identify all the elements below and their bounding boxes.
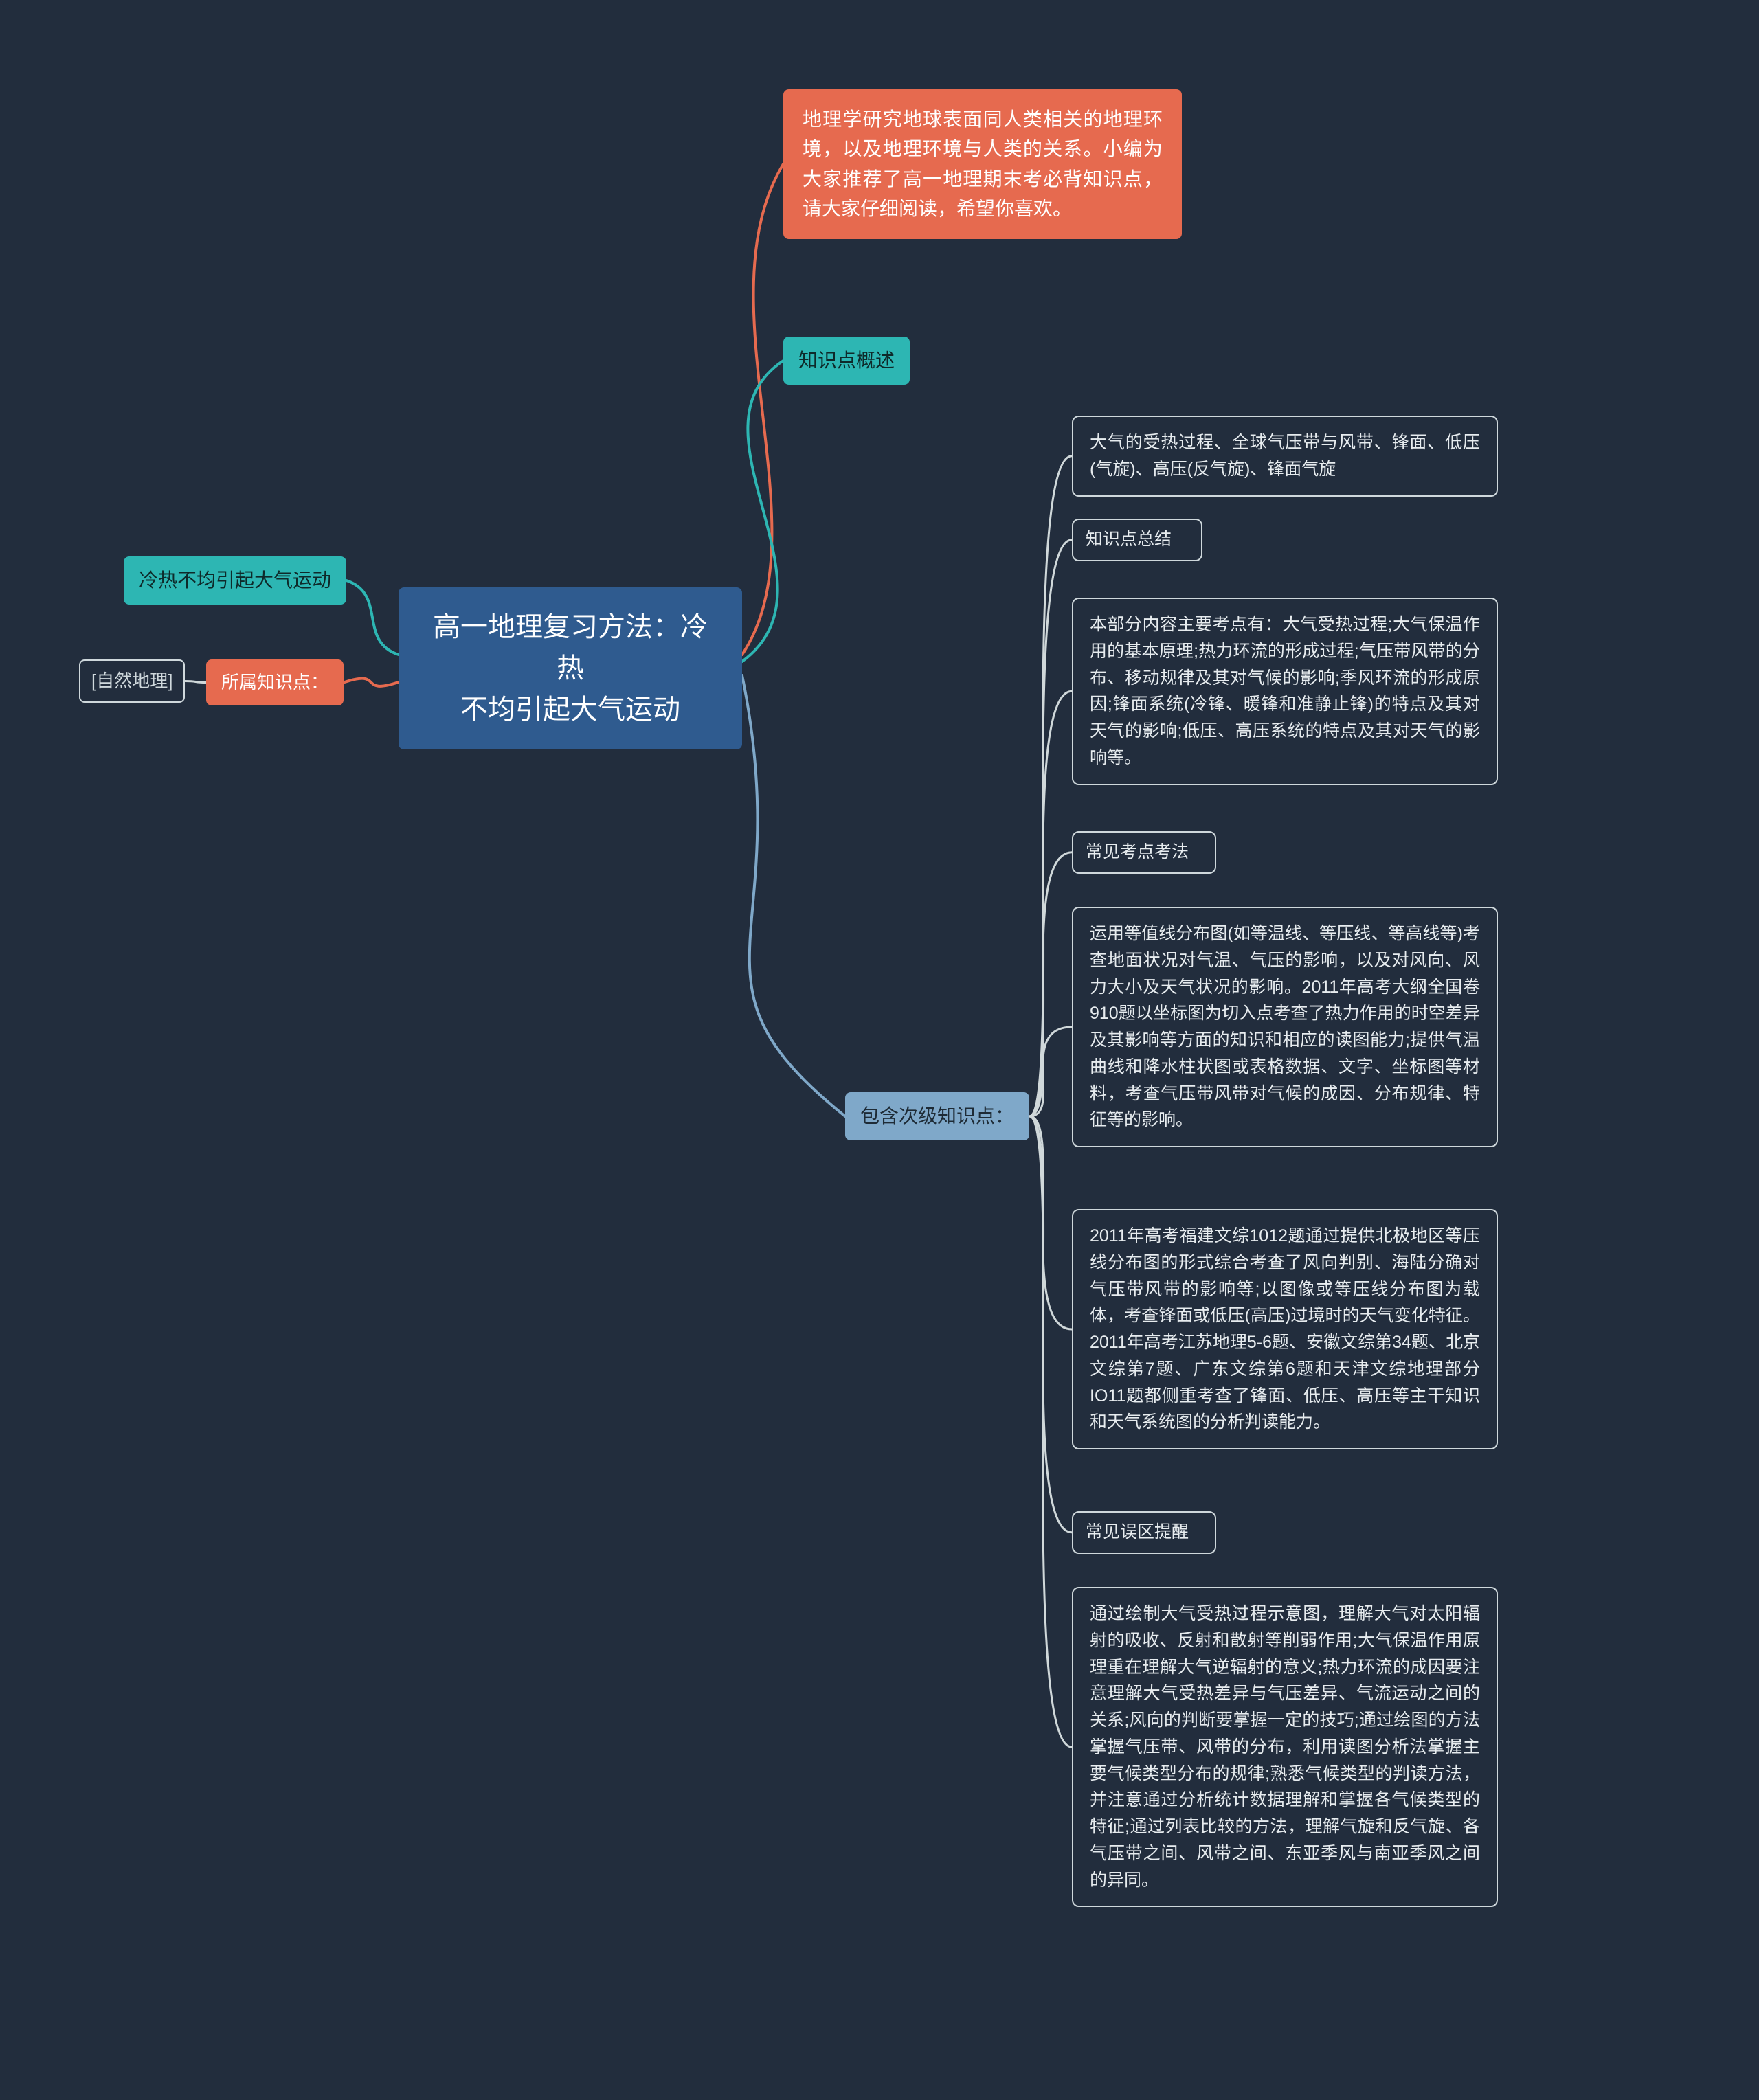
detail-text-1: 知识点总结 — [1086, 530, 1172, 549]
detail-node-7[interactable]: 通过绘制大气受热过程示意图，理解大气对太阳辐射的吸收、反射和散射等削弱作用;大气… — [1072, 1587, 1498, 1907]
belongs-tag-label: [自然地理] — [91, 670, 172, 691]
detail-node-4[interactable]: 运用等值线分布图(如等温线、等压线、等高线等)考查地面状况对气温、气压的影响，以… — [1072, 907, 1498, 1147]
detail-text-5: 2011年高考福建文综1012题通过提供北极地区等压线分布图的形式综合考查了风向… — [1090, 1226, 1480, 1432]
left-topic-node[interactable]: 冷热不均引起大气运动 — [124, 556, 346, 605]
intro-text: 地理学研究地球表面同人类相关的地理环境，以及地理环境与人类的关系。小编为大家推荐… — [803, 109, 1163, 219]
belongs-node[interactable]: 所属知识点： — [206, 659, 344, 705]
detail-node-0[interactable]: 大气的受热过程、全球气压带与风带、锋面、低压(气旋)、高压(反气旋)、锋面气旋 — [1072, 416, 1498, 497]
root-node[interactable]: 高一地理复习方法：冷热 不均引起大气运动 — [399, 587, 742, 749]
detail-text-7: 通过绘制大气受热过程示意图，理解大气对太阳辐射的吸收、反射和散射等削弱作用;大气… — [1090, 1604, 1480, 1890]
belongs-label: 所属知识点： — [221, 672, 328, 692]
root-line1: 高一地理复习方法：冷热 — [433, 612, 708, 684]
belongs-tag-node[interactable]: [自然地理] — [79, 659, 185, 703]
detail-text-3: 常见考点考法 — [1086, 842, 1189, 861]
detail-text-6: 常见误区提醒 — [1086, 1522, 1189, 1542]
detail-node-5[interactable]: 2011年高考福建文综1012题通过提供北极地区等压线分布图的形式综合考查了风向… — [1072, 1209, 1498, 1449]
detail-text-4: 运用等值线分布图(如等温线、等压线、等高线等)考查地面状况对气温、气压的影响，以… — [1090, 924, 1480, 1129]
left-topic-label: 冷热不均引起大气运动 — [139, 569, 331, 591]
overview-label: 知识点概述 — [798, 350, 895, 371]
detail-text-2: 本部分内容主要考点有：大气受热过程;大气保温作用的基本原理;热力环流的形成过程;… — [1090, 615, 1480, 767]
sub-points-node[interactable]: 包含次级知识点： — [845, 1092, 1029, 1140]
intro-block[interactable]: 地理学研究地球表面同人类相关的地理环境，以及地理环境与人类的关系。小编为大家推荐… — [783, 89, 1182, 239]
overview-node[interactable]: 知识点概述 — [783, 337, 910, 385]
root-line2: 不均引起大气运动 — [460, 695, 680, 725]
detail-node-1[interactable]: 知识点总结 — [1072, 519, 1202, 561]
detail-node-2[interactable]: 本部分内容主要考点有：大气受热过程;大气保温作用的基本原理;热力环流的形成过程;… — [1072, 598, 1498, 785]
detail-node-6[interactable]: 常见误区提醒 — [1072, 1511, 1216, 1554]
detail-node-3[interactable]: 常见考点考法 — [1072, 831, 1216, 874]
sub-points-label: 包含次级知识点： — [860, 1105, 1014, 1127]
detail-text-0: 大气的受热过程、全球气压带与风带、锋面、低压(气旋)、高压(反气旋)、锋面气旋 — [1090, 433, 1480, 479]
